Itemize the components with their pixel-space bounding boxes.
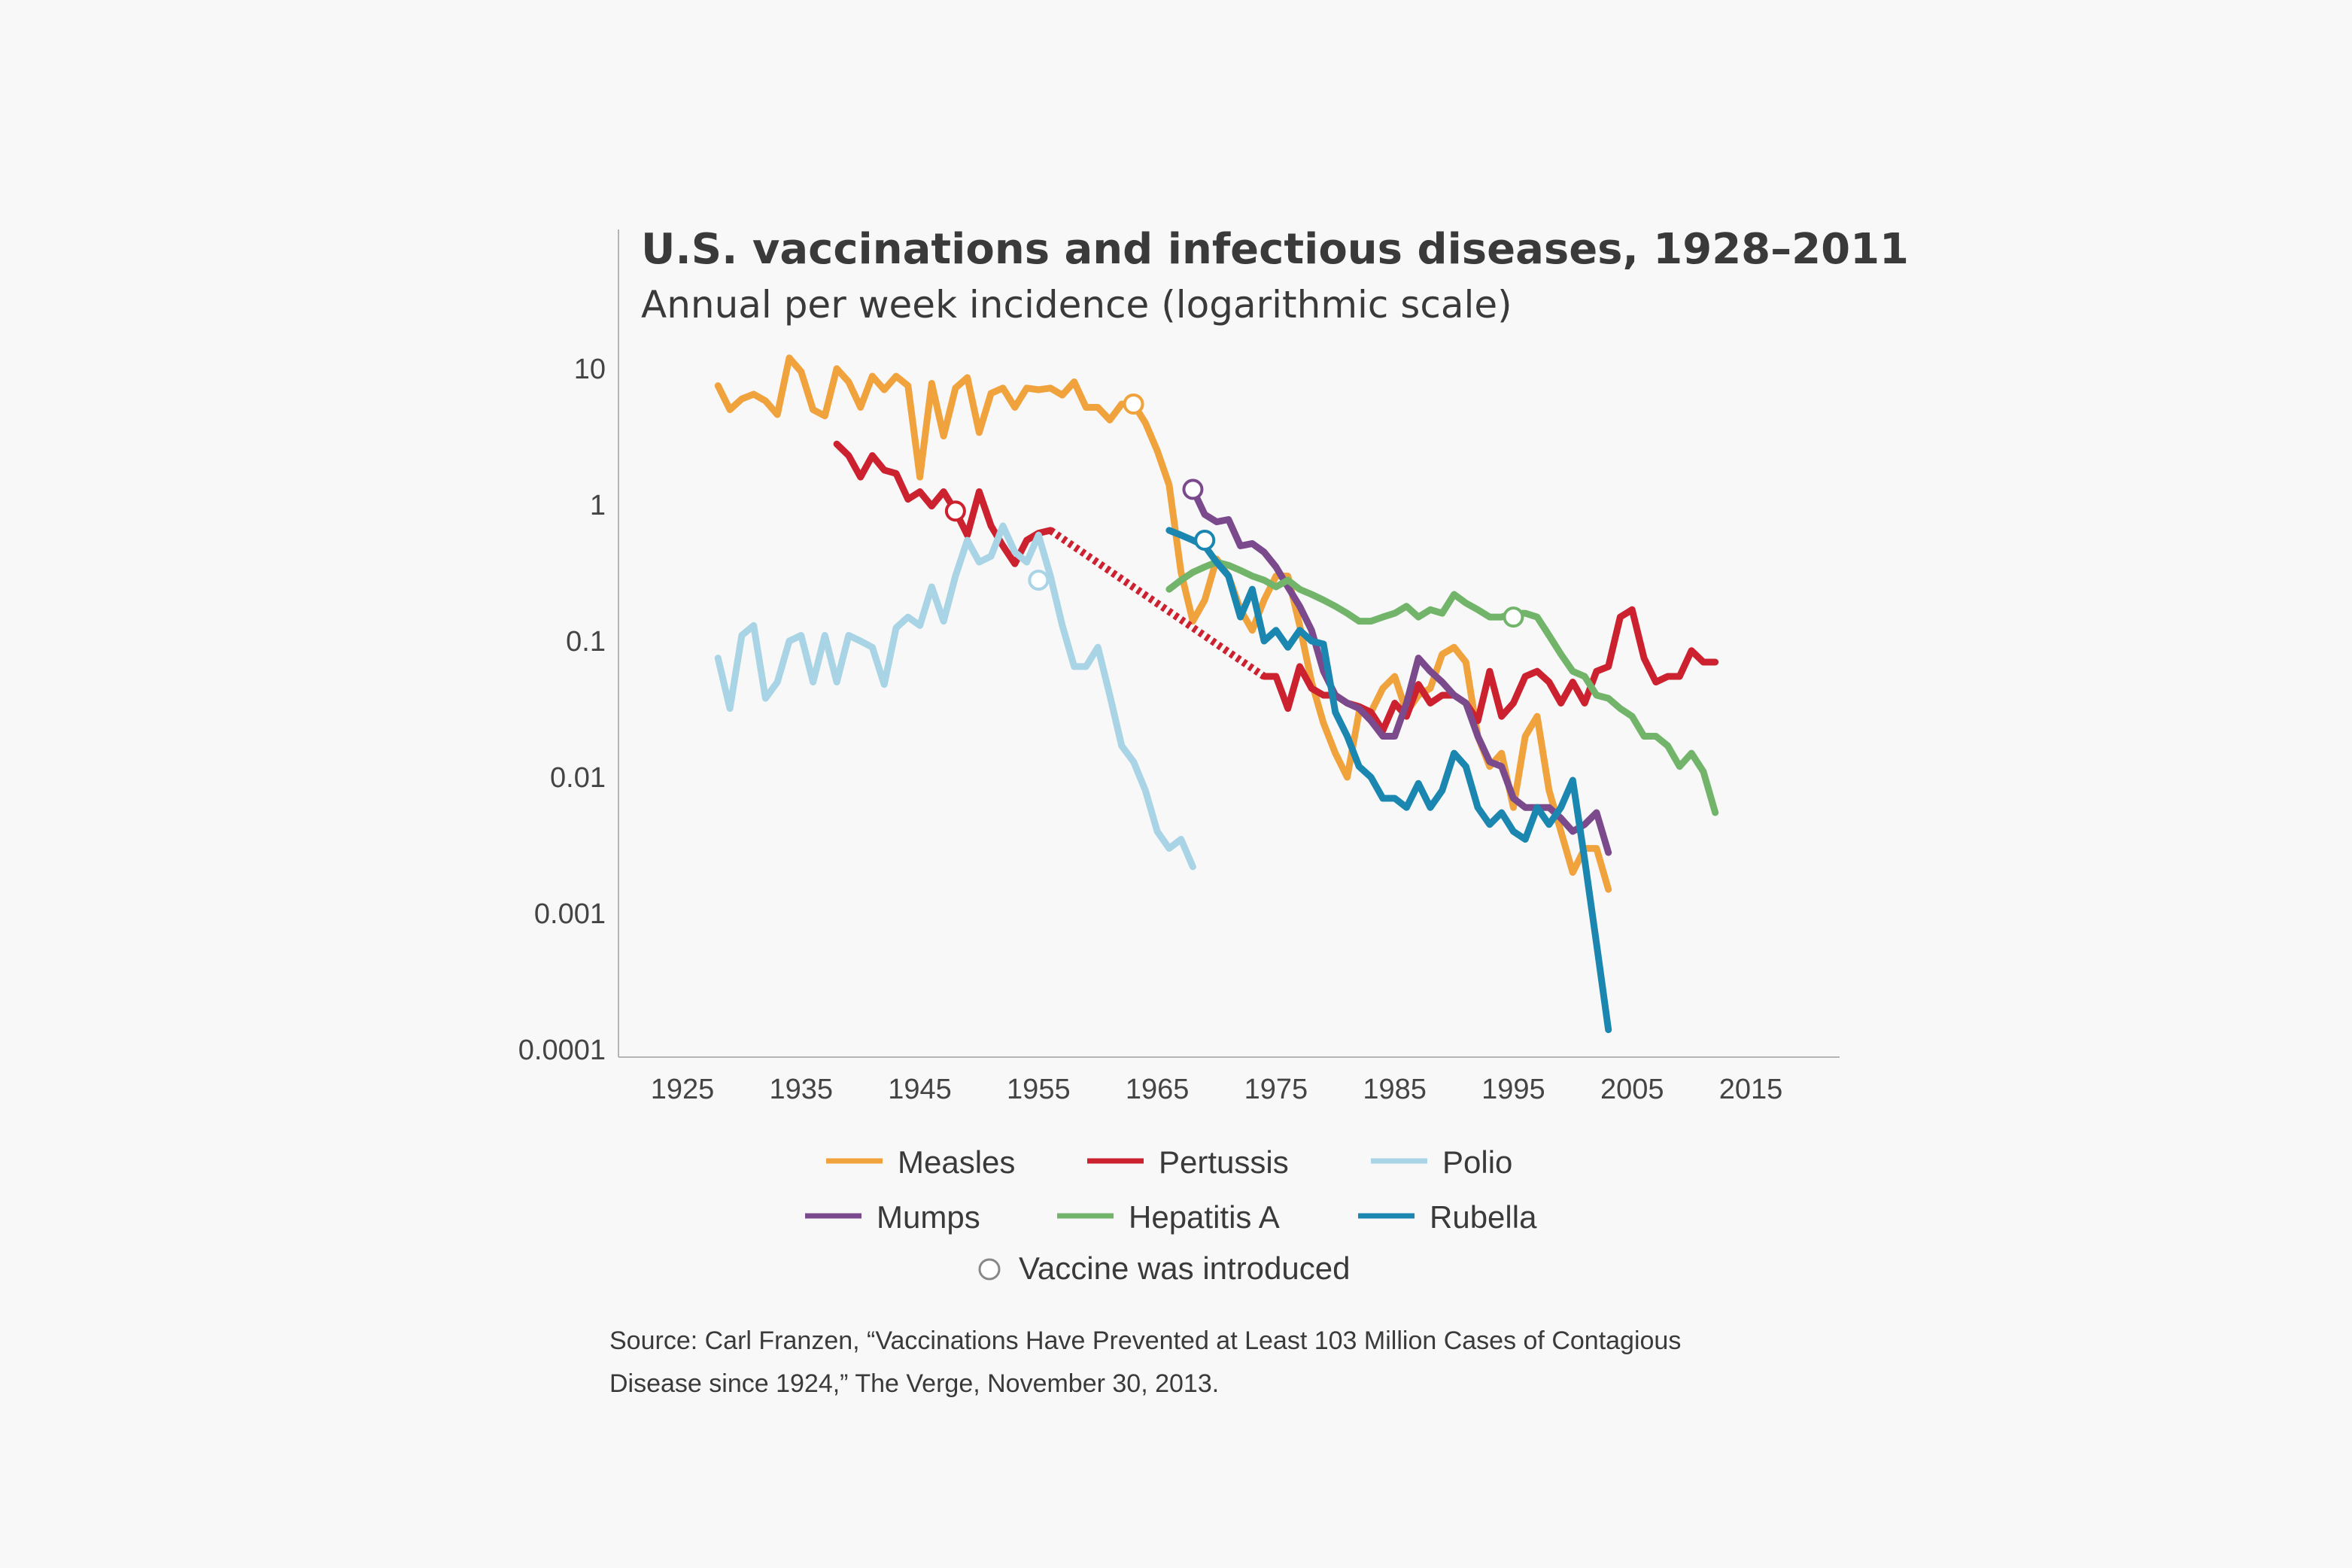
vaccine-marker-polio	[1028, 570, 1050, 591]
vaccine-marker-measles	[1123, 393, 1144, 415]
x-tick-label: 1985	[1363, 1074, 1427, 1105]
legend-label-hepatitis-a: Hepatitis A	[1129, 1199, 1280, 1235]
x-tick-label: 2005	[1600, 1074, 1664, 1105]
y-tick-label: 0.1	[566, 626, 606, 658]
legend-label-mumps: Mumps	[877, 1199, 980, 1235]
y-tick-label: 0.01	[550, 762, 606, 794]
legend-label-pertussis: Pertussis	[1159, 1144, 1289, 1180]
legend-vaccine-label: Vaccine was introduced	[1019, 1250, 1350, 1286]
x-tick-labels: 1925 1935 1945 1955 1965 1975 1985 1995 2005 2015	[651, 1074, 1783, 1105]
vaccine-marker-rubella	[1194, 529, 1216, 551]
legend-label-measles: Measles	[898, 1144, 1015, 1180]
y-tick-label: 10	[574, 354, 606, 385]
legend-label-rubella: Rubella	[1430, 1199, 1537, 1235]
chart-subtitle: Annual per week incidence (logarithmic s…	[641, 283, 1512, 327]
legend-label-polio: Polio	[1442, 1144, 1512, 1180]
series-line-pertussis	[1260, 606, 1719, 734]
x-tick-label: 1955	[1007, 1074, 1071, 1105]
vaccine-markers	[944, 393, 1524, 628]
x-tick-label: 1945	[888, 1074, 952, 1105]
x-tick-label: 1925	[651, 1074, 715, 1105]
source-line-2: Disease since 1924,” The Verge, November…	[609, 1369, 1219, 1398]
series-line-rubella	[1165, 527, 1612, 1034]
x-tick-label: 1935	[770, 1074, 834, 1105]
vaccine-marker-hepatitis-a	[1503, 606, 1524, 628]
series-lines	[714, 354, 1719, 1034]
source-line-1: Source: Carl Franzen, “Vaccinations Have…	[609, 1326, 1681, 1355]
vaccine-marker-pertussis	[944, 500, 966, 522]
y-tick-label: 0.001	[534, 898, 606, 930]
legend: Measles Pertussis Polio Mumps Hepatitis A Rub…	[805, 1144, 1537, 1286]
series-line-pertussis	[833, 440, 1054, 567]
series-line-pertussis-dotted	[1048, 527, 1266, 680]
chart-title: U.S. vaccinations and infectious disease…	[641, 225, 1909, 274]
y-tick-labels: 10 1 0.1 0.01 0.001 0.0001	[518, 354, 606, 1066]
series-line-measles	[714, 354, 1612, 893]
x-tick-label: 1975	[1244, 1074, 1308, 1105]
series-line-polio	[714, 522, 1196, 871]
x-tick-label: 2015	[1719, 1074, 1783, 1105]
x-tick-label: 1995	[1481, 1074, 1545, 1105]
y-tick-label: 0.0001	[518, 1035, 606, 1066]
y-tick-label: 1	[590, 490, 606, 521]
vaccine-marker-mumps	[1182, 479, 1204, 500]
legend-vaccine-marker-icon	[978, 1258, 1001, 1281]
series-line-hepatitis-a	[1165, 558, 1719, 816]
x-tick-label: 1965	[1126, 1074, 1190, 1105]
